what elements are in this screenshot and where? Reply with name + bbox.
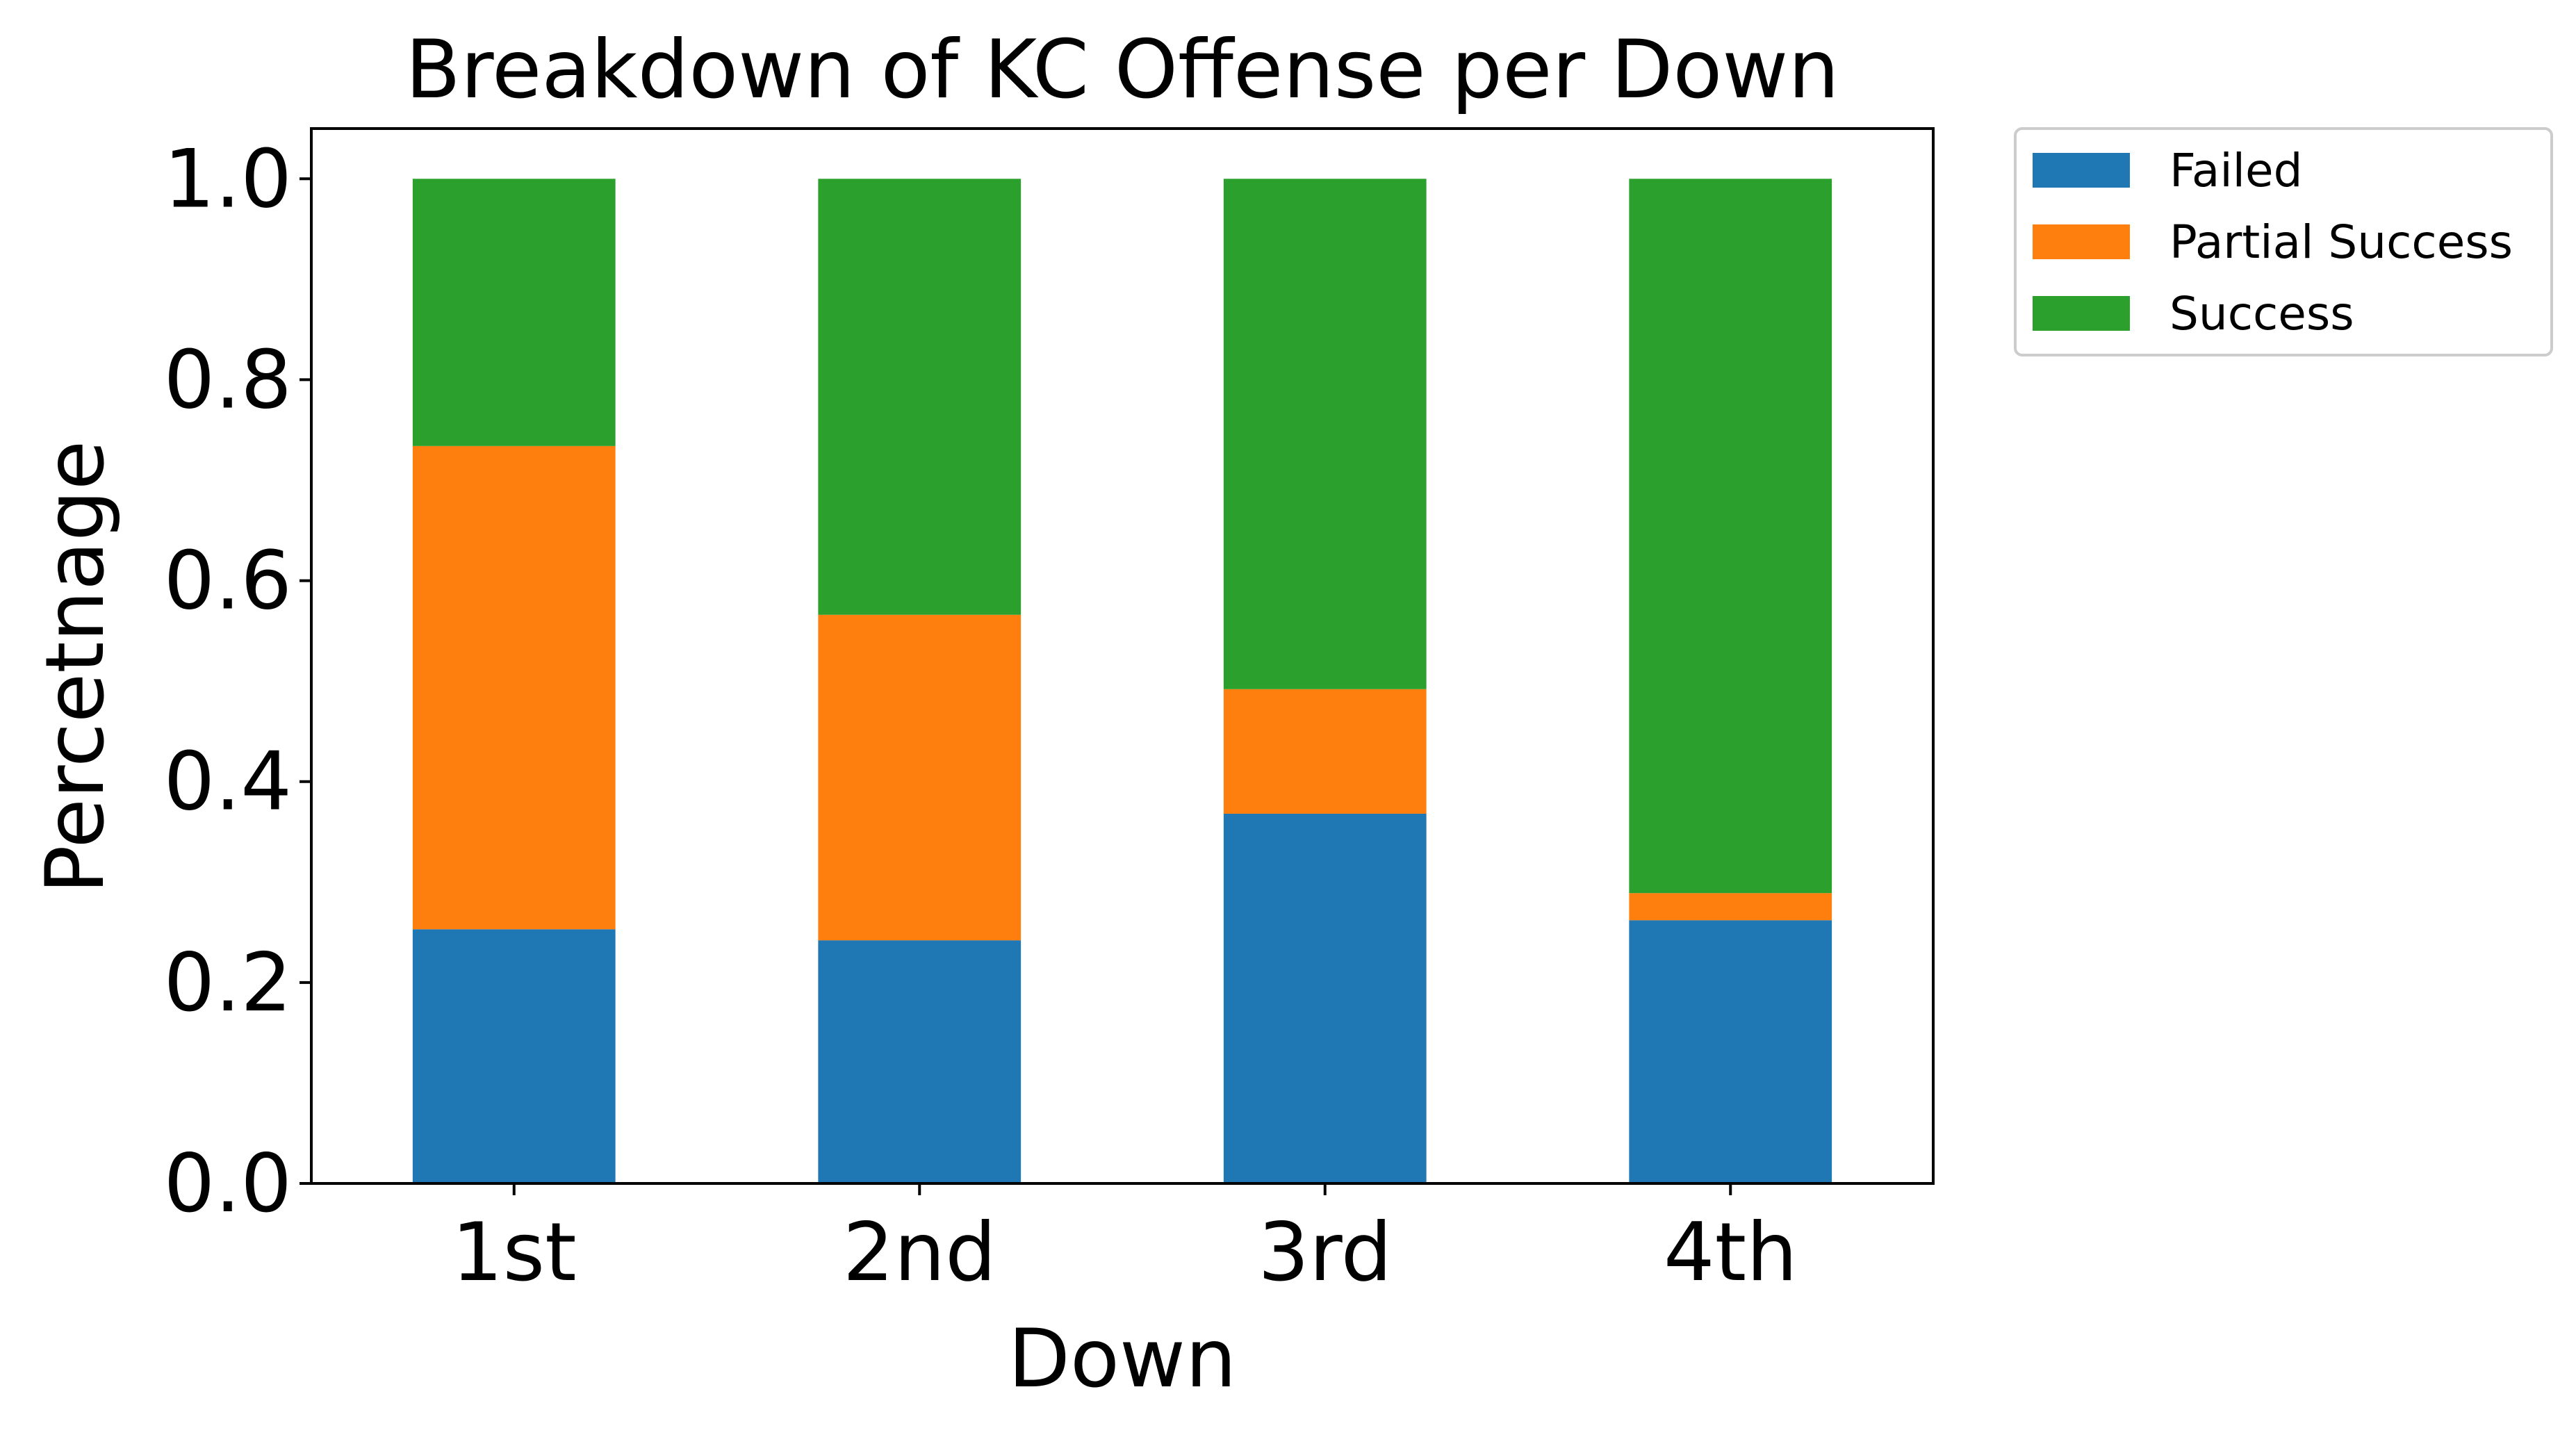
legend-frame	[2014, 127, 2553, 356]
y-axis-label: Percetnage	[28, 441, 122, 894]
bar-1st-partial-success	[412, 445, 616, 930]
x-tick-label: 4th	[1664, 1206, 1798, 1299]
legend-swatch-partial-success	[2033, 224, 2130, 259]
bar-2nd-success	[818, 179, 1022, 615]
y-tick-label: 0.8	[164, 333, 292, 427]
bar-3rd-partial-success	[1223, 689, 1427, 814]
legend-swatch-success	[2033, 296, 2130, 331]
y-tick-label: 0.2	[164, 936, 292, 1030]
x-axis-label: Down	[1008, 1312, 1237, 1406]
y-tick-label: 0.0	[164, 1137, 292, 1231]
bars-layer	[412, 179, 1832, 1183]
y-tick-label: 1.0	[164, 132, 292, 226]
bar-2nd-failed	[818, 940, 1022, 1183]
bar-4th-failed	[1629, 920, 1832, 1183]
legend-swatch-failed	[2033, 153, 2130, 188]
bar-1st-failed	[412, 929, 616, 1183]
bar-3rd-success	[1223, 179, 1427, 689]
legend-label: Success	[2169, 287, 2354, 341]
y-tick-label: 0.6	[164, 534, 292, 628]
chart-title: Breakdown of KC Offense per Down	[405, 23, 1839, 117]
y-tick-label: 0.4	[164, 735, 292, 829]
bar-1st-success	[412, 179, 616, 446]
bar-4th-partial-success	[1629, 893, 1832, 921]
bar-3rd-failed	[1223, 813, 1427, 1183]
x-tick-label: 2nd	[843, 1206, 996, 1299]
x-tick-label: 1st	[452, 1206, 577, 1299]
plot-frame	[310, 127, 1935, 1185]
legend-label: Partial Success	[2169, 215, 2513, 269]
axes-layer: 0.0 0.2 0.4 0.6 0.8 1.0 1st 2nd 3rd 4th	[164, 127, 1935, 1299]
legend: Failed Partial Success Success	[2014, 127, 2553, 356]
legend-label: Failed	[2169, 144, 2303, 197]
x-tick-label: 3rd	[1258, 1206, 1392, 1299]
bar-2nd-partial-success	[818, 614, 1022, 941]
bar-4th-success	[1629, 179, 1832, 894]
